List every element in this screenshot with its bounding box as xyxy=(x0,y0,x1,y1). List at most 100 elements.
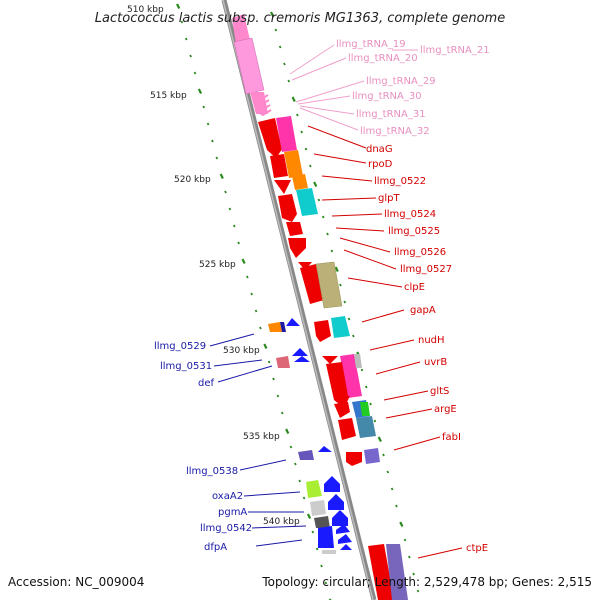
tick-mark xyxy=(250,292,254,296)
gene-label: llmg_tRNA_32 xyxy=(360,126,430,137)
gene-def-a xyxy=(292,348,308,356)
gene-label: llmg_tRNA_30 xyxy=(352,91,422,102)
gene-red-h xyxy=(346,452,362,466)
tick-mark xyxy=(343,300,347,304)
leader xyxy=(295,80,365,103)
red-labels: dnaG rpoD llmg_0522 glpT llmg_0524 llmg_… xyxy=(366,144,488,554)
gene-label: dfpA xyxy=(204,542,227,553)
scale-label: 525 kbp xyxy=(199,260,236,270)
tick-mark xyxy=(278,45,282,49)
gene-label: oxaA2 xyxy=(212,491,243,502)
pink-leaders xyxy=(289,44,418,131)
gene-llmg_0529-c xyxy=(286,318,300,326)
leader xyxy=(289,44,335,75)
leader xyxy=(297,95,351,105)
leader xyxy=(335,227,385,232)
leader xyxy=(243,491,301,497)
tick-mark xyxy=(276,394,280,398)
tick-mark xyxy=(219,173,224,179)
scale-label: 515 kbp xyxy=(150,91,187,101)
tick-mark xyxy=(237,241,240,245)
red-leaders xyxy=(307,125,463,559)
tick-mark xyxy=(382,453,385,457)
gene-dfpA xyxy=(318,526,334,548)
gene-oxaA2 xyxy=(306,480,322,498)
gene-nudH xyxy=(322,356,338,364)
tick-mark xyxy=(304,147,308,151)
gene-red-a xyxy=(270,154,288,178)
tick-mark xyxy=(300,130,303,134)
gene-red-g xyxy=(334,402,350,418)
gene-label: uvrB xyxy=(424,357,447,368)
tick-mark xyxy=(408,555,411,559)
scale-label: 540 kbp xyxy=(263,517,300,527)
gene-gray-b xyxy=(322,550,336,554)
gene-label: llmg_0529 xyxy=(154,341,206,352)
gene-label: ctpE xyxy=(466,543,488,554)
gene-label: llmg_tRNA_19 xyxy=(336,39,406,50)
gene-red-b xyxy=(274,180,291,194)
gene-label: llmg_0524 xyxy=(384,209,436,220)
gene-label: pgmA xyxy=(218,507,247,518)
leader xyxy=(217,365,273,383)
gene-label: fabI xyxy=(442,432,461,443)
map-title: Lactococcus lactis subsp. cremoris MG136… xyxy=(95,11,505,26)
tick-mark xyxy=(189,54,192,58)
gene-argE xyxy=(356,416,376,438)
tick-mark xyxy=(315,547,319,551)
leader xyxy=(343,249,397,270)
trna-chevron xyxy=(254,109,272,117)
tick-mark xyxy=(254,309,258,313)
gene-magenta-b xyxy=(340,354,362,398)
tick-mark xyxy=(291,96,296,102)
scale-labels: 510 kbp 515 kbp 520 kbp 525 kbp 530 kbp … xyxy=(127,5,300,527)
tick-mark xyxy=(386,470,390,474)
tick-mark xyxy=(330,249,334,253)
gene-cyan-b xyxy=(331,316,350,338)
gene-label: glpT xyxy=(378,193,400,204)
leader xyxy=(321,175,373,182)
leader xyxy=(213,359,263,367)
leader xyxy=(239,459,287,471)
gene-label: gltS xyxy=(430,386,449,397)
trna-chevrons xyxy=(251,94,272,117)
tick-mark xyxy=(352,334,355,338)
scale-label: 520 kbp xyxy=(174,175,211,185)
gene-red-e xyxy=(288,238,306,258)
leader xyxy=(321,197,377,201)
gene-label: dnaG xyxy=(366,144,393,155)
leader xyxy=(299,107,359,131)
gene-gapA xyxy=(314,320,331,342)
gene-label: rpoD xyxy=(368,159,393,170)
tick-marks xyxy=(176,3,420,600)
gene-label: llmg_0542 xyxy=(200,523,252,534)
scale-label: 510 kbp xyxy=(127,5,164,15)
genes-forward xyxy=(232,14,408,600)
scale-label: 535 kbp xyxy=(243,432,280,442)
gene-pink-top xyxy=(232,14,250,44)
genome-backbone-highlight xyxy=(222,0,374,600)
pink-labels: llmg_tRNA_19 llmg_tRNA_20 llmg_tRNA_21 l… xyxy=(336,39,490,137)
tick-mark xyxy=(373,419,377,423)
tick-mark xyxy=(202,105,206,109)
tick-mark xyxy=(412,572,415,576)
tick-mark xyxy=(193,71,197,75)
blue-labels: llmg_0529 llmg_0531 def llmg_0538 oxaA2 … xyxy=(154,341,252,553)
tick-mark xyxy=(272,377,275,381)
gene-blue-f xyxy=(340,544,352,550)
leader xyxy=(375,361,421,375)
gene-label: llmg_tRNA_21 xyxy=(420,45,490,56)
gene-red-d xyxy=(286,222,303,236)
gene-label: clpE xyxy=(404,282,425,293)
tick-mark xyxy=(339,283,342,287)
tick-mark xyxy=(211,139,214,143)
tick-mark xyxy=(369,402,372,406)
gene-blue-a xyxy=(324,476,340,492)
tick-mark xyxy=(364,385,368,389)
gene-dnaG xyxy=(258,118,285,158)
gene-label: nudH xyxy=(418,335,445,346)
gene-label: llmg_tRNA_29 xyxy=(366,76,436,87)
tick-mark xyxy=(215,156,219,160)
leader xyxy=(339,237,391,253)
gene-olive xyxy=(315,261,343,309)
